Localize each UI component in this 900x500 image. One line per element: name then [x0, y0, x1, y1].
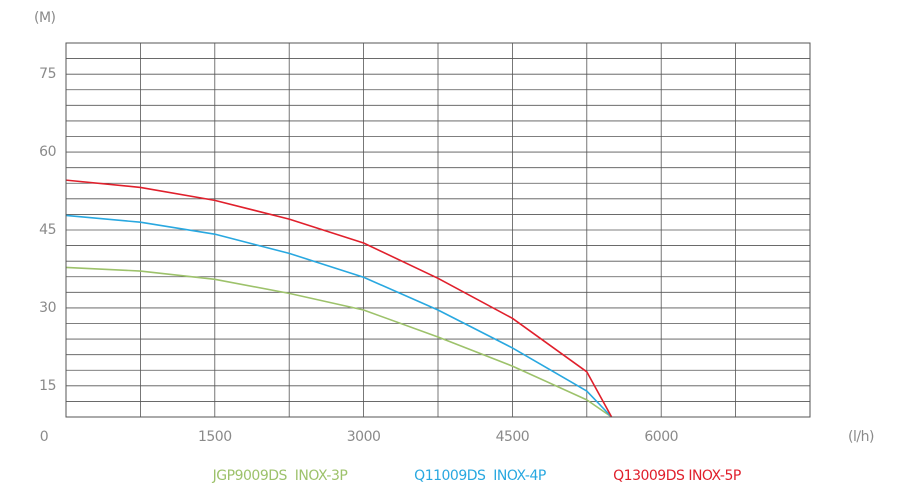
curve — [65, 266, 613, 418]
legend-entry: JGP9009DS INOX-3P — [212, 468, 348, 484]
legend-entry: Q11009DS INOX-4P — [414, 468, 546, 484]
legend-entry: Q13009DS INOX-5P — [613, 468, 741, 484]
y-tick-label: 45 — [39, 222, 56, 238]
plot-frame — [65, 42, 811, 418]
curve — [65, 179, 613, 418]
x-tick-label: 0 — [40, 429, 48, 445]
y-tick-label: 30 — [39, 300, 56, 316]
curve — [65, 214, 613, 418]
y-tick-label: 75 — [39, 66, 56, 82]
x-tick-label: 1500 — [198, 429, 232, 445]
x-tick-label: 4500 — [496, 429, 530, 445]
y-unit: (M) — [34, 10, 56, 26]
x-tick-label: 6000 — [644, 429, 678, 445]
y-tick-label: 60 — [39, 144, 56, 160]
y-tick-label: 15 — [39, 378, 56, 394]
x-unit: (l/h) — [848, 429, 874, 445]
x-tick-label: 3000 — [347, 429, 381, 445]
